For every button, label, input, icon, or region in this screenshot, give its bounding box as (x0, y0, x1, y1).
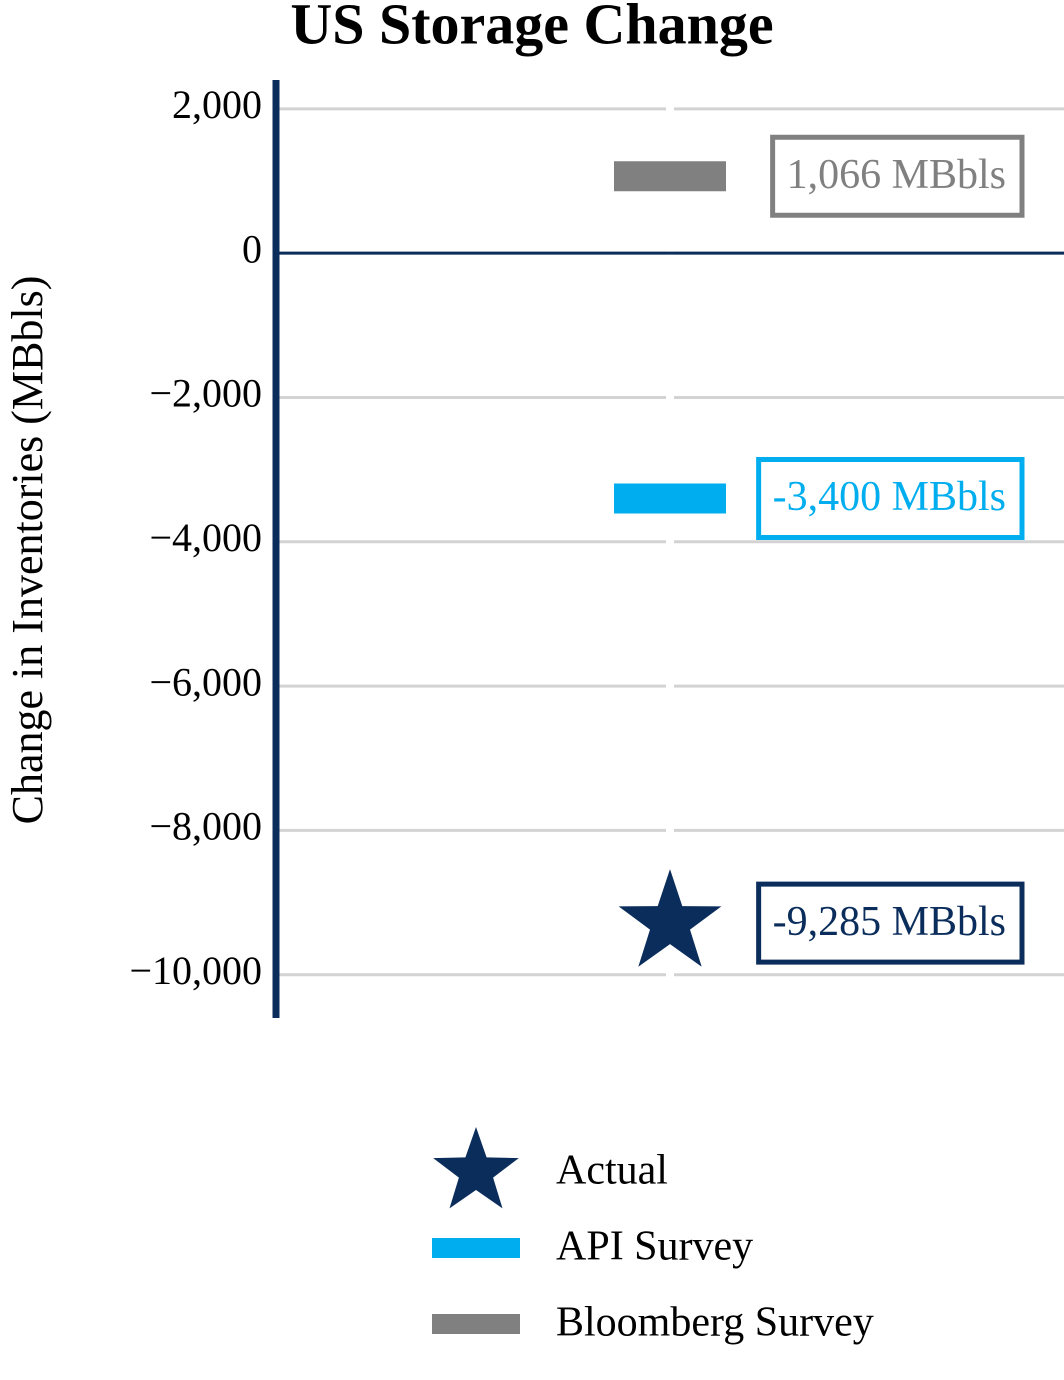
legend-symbol (432, 1314, 520, 1334)
y-tick-label: −10,000 (129, 948, 262, 993)
y-tick-label: 2,000 (172, 82, 262, 127)
value-label-box (756, 456, 1025, 540)
y-tick-label: −6,000 (149, 659, 262, 704)
value-label-box (756, 881, 1025, 965)
bar-marker (614, 161, 726, 192)
value-label: -3,400 MBbls (773, 474, 1006, 520)
bar-marker (614, 483, 726, 514)
legend-label: Actual (556, 1148, 668, 1194)
chart-title: US Storage Change (290, 0, 773, 56)
legend-label: API Survey (556, 1224, 753, 1270)
y-tick-label: 0 (242, 226, 262, 271)
y-tick-label: −8,000 (149, 804, 262, 849)
legend-symbol (432, 1238, 520, 1258)
value-label-box (770, 134, 1025, 218)
value-label: 1,066 MBbls (787, 152, 1006, 198)
legend-symbol (433, 1127, 519, 1209)
y-axis-title: Change in Inventories (MBbls) (3, 276, 52, 825)
star-marker (618, 869, 722, 967)
y-tick-label: −4,000 (149, 515, 262, 560)
legend-label: Bloomberg Survey (556, 1300, 874, 1346)
y-tick-label: −2,000 (149, 371, 262, 416)
value-label: -9,285 MBbls (773, 899, 1006, 945)
